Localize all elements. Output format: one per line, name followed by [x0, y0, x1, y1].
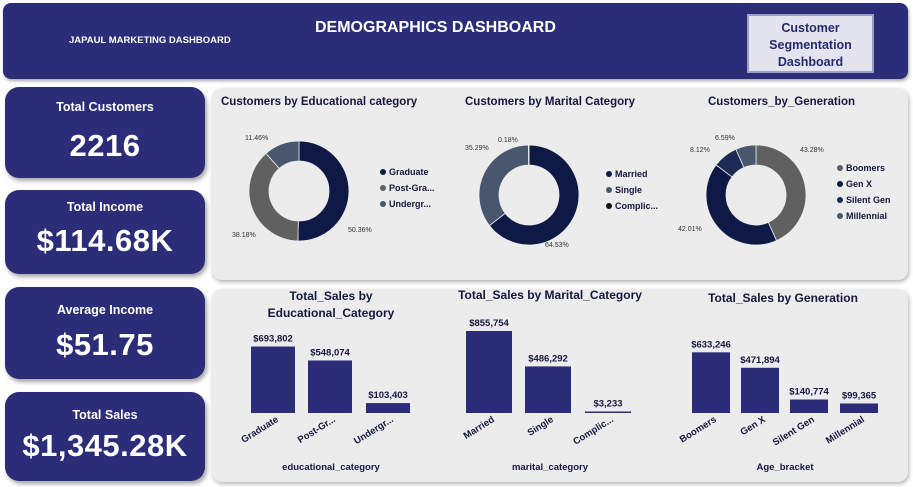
kpi-card-average-income: Average Income $51.75	[5, 287, 205, 379]
bar-charts-panel	[212, 289, 908, 482]
kpi-value: 2216	[69, 128, 141, 163]
kpi-label: Total Customers	[56, 100, 154, 114]
kpi-value: $114.68K	[36, 223, 174, 258]
kpi-card-total-customers: Total Customers 2216	[5, 87, 205, 178]
kpi-label: Average Income	[56, 303, 154, 317]
header-bar: JAPAUL MARKETING DASHBOARD DEMOGRAPHICS …	[3, 3, 908, 79]
brand-title: JAPAUL MARKETING DASHBOARD	[69, 35, 231, 46]
kpi-card-total-sales: Total Sales $1,345.28K	[5, 392, 205, 481]
kpi-label: Total Sales	[72, 408, 138, 422]
kpi-value: $1,345.28K	[22, 428, 188, 463]
kpi-label: Total Income	[66, 200, 144, 214]
donut-charts-panel	[212, 88, 908, 280]
kpi-card-total-income: Total Income $114.68K	[5, 190, 205, 274]
customer-segmentation-nav-button[interactable]: Customer Segmentation Dashboard	[747, 14, 874, 73]
page-title: DEMOGRAPHICS DASHBOARD	[315, 19, 556, 36]
kpi-value: $51.75	[56, 327, 154, 362]
